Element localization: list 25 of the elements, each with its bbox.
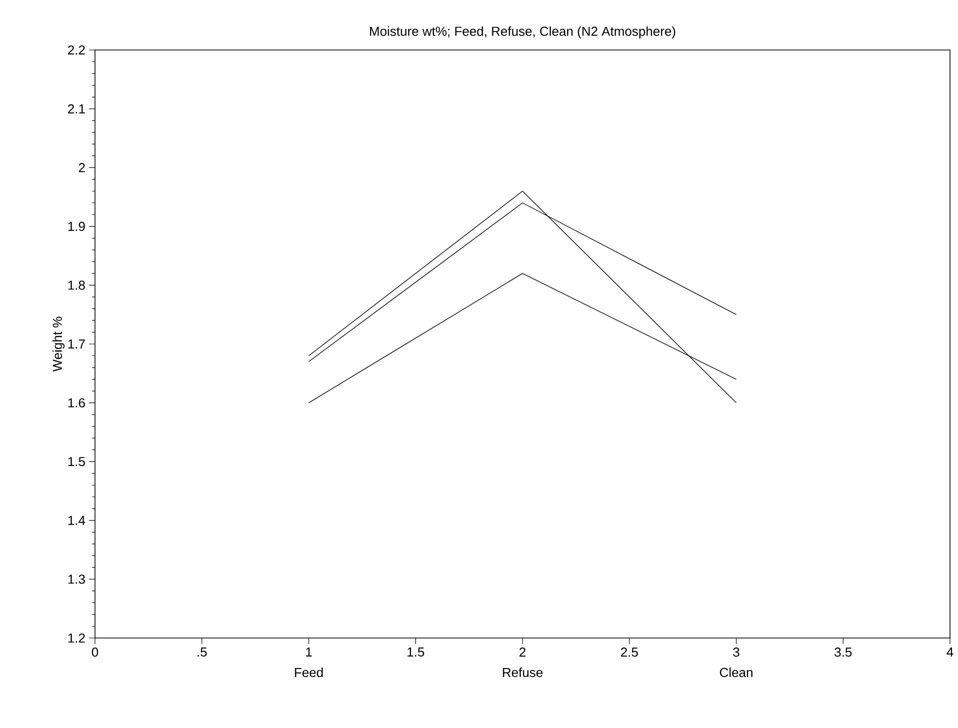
- y-tick-label: 1.6: [68, 398, 85, 408]
- x-tick-label: .5: [198, 648, 207, 657]
- y-tick-label: 1.9: [68, 222, 85, 231]
- x-tick-label: 3.5: [834, 648, 852, 657]
- y-tick-label: 2.2: [68, 45, 85, 55]
- y-tick-label: 1.3: [68, 574, 85, 584]
- x-tick-label: 1.5: [408, 648, 424, 657]
- text: Refuse: [502, 668, 543, 678]
- text: Feed: [295, 668, 323, 678]
- y-tick-label: 1.8: [68, 280, 85, 290]
- x-tick-label: 1: [306, 648, 312, 656]
- y-tick-label: 1.2: [68, 633, 85, 643]
- y-tick-label: 1.4: [68, 516, 86, 525]
- text: Clean: [720, 668, 752, 678]
- x-tick-label: 2.5: [621, 648, 638, 657]
- y-tick-label: 2.1: [68, 104, 85, 114]
- x-tick-label: 0: [92, 648, 98, 657]
- y-tick-label: 1.5: [68, 457, 85, 466]
- y-axis-title: Weight %: [52, 316, 65, 372]
- y-tick-label: 1.7: [68, 340, 85, 348]
- x-tick-label: 4: [946, 648, 954, 656]
- chart-title: Moisture wt%; Feed, Refuse, Clean (N2 Atmosphere): [370, 26, 676, 38]
- y-tick-label: 2: [78, 163, 85, 172]
- x-tick-label: 2: [520, 648, 526, 657]
- x-tick-label: 3: [733, 648, 740, 657]
